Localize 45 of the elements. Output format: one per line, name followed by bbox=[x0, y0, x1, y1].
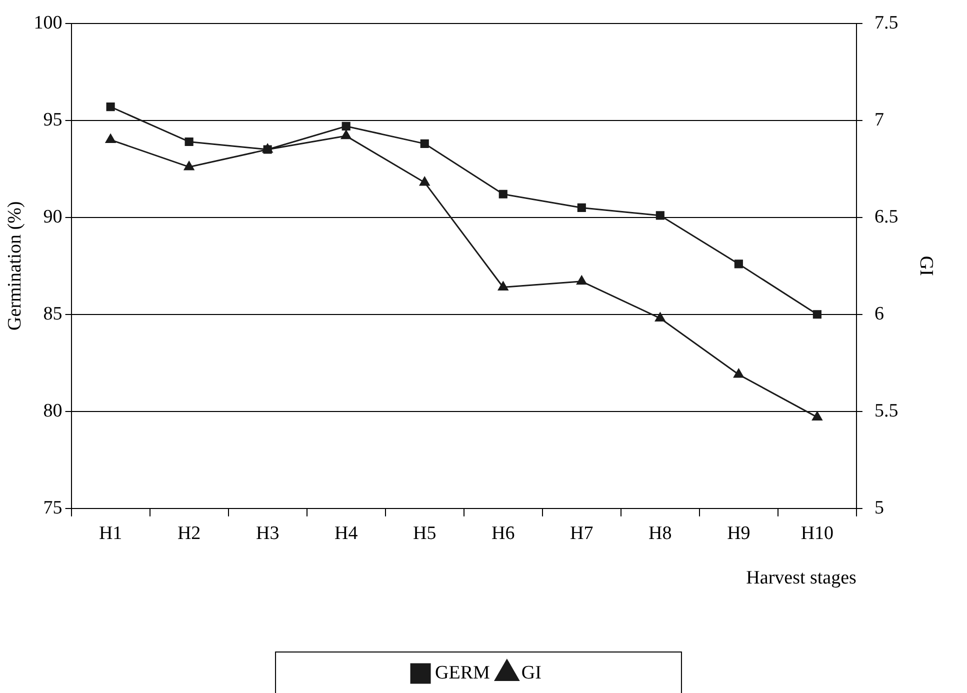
point bbox=[577, 203, 586, 212]
x-tick-label: H8 bbox=[648, 522, 672, 544]
point bbox=[498, 190, 508, 198]
point bbox=[342, 122, 350, 131]
x-tick-label: H9 bbox=[727, 522, 750, 544]
y2-tick-label: 6.5 bbox=[874, 206, 898, 228]
point bbox=[498, 281, 508, 290]
y2-axis-title: GI bbox=[916, 256, 937, 276]
point bbox=[341, 130, 352, 140]
point bbox=[420, 176, 430, 186]
x-tick-label: H4 bbox=[334, 522, 358, 544]
x-axis-title: Harvest stages bbox=[746, 568, 856, 589]
x-tick-label: H10 bbox=[800, 522, 834, 544]
y-tick-label: 100 bbox=[34, 12, 62, 34]
point bbox=[576, 276, 587, 285]
x-tick-label: H5 bbox=[413, 522, 436, 544]
y2-tick-label: 7 bbox=[874, 109, 884, 130]
x-tick-label: H7 bbox=[570, 522, 594, 544]
point bbox=[184, 161, 194, 170]
point bbox=[734, 260, 743, 268]
x-tick-label: H1 bbox=[98, 522, 122, 544]
x-tick-label: H6 bbox=[492, 522, 515, 544]
y2-tick-label: 7.5 bbox=[874, 12, 898, 34]
y2-tick-label: 6 bbox=[874, 303, 884, 324]
y-tick-label: 90 bbox=[43, 206, 62, 228]
point bbox=[655, 312, 666, 322]
point bbox=[812, 310, 822, 319]
point bbox=[734, 368, 744, 378]
x-tick-label: H2 bbox=[177, 522, 201, 544]
point bbox=[656, 211, 664, 220]
y-tick-label: 75 bbox=[43, 497, 62, 518]
y-tick-label: 85 bbox=[43, 303, 62, 324]
point bbox=[106, 102, 115, 112]
point bbox=[812, 411, 822, 420]
legend-label: GI bbox=[521, 662, 542, 684]
y-tick-label: 95 bbox=[43, 109, 62, 130]
y2-tick-label: 5 bbox=[874, 497, 884, 518]
legend-label: GERM bbox=[435, 662, 490, 684]
y-axis-title: Germination (%) bbox=[4, 201, 26, 331]
y2-tick-label: 5.5 bbox=[874, 400, 898, 422]
x-tick-label: H3 bbox=[256, 522, 280, 544]
point bbox=[105, 134, 116, 144]
point bbox=[184, 137, 194, 146]
point bbox=[420, 139, 429, 148]
y-tick-label: 80 bbox=[43, 400, 62, 422]
